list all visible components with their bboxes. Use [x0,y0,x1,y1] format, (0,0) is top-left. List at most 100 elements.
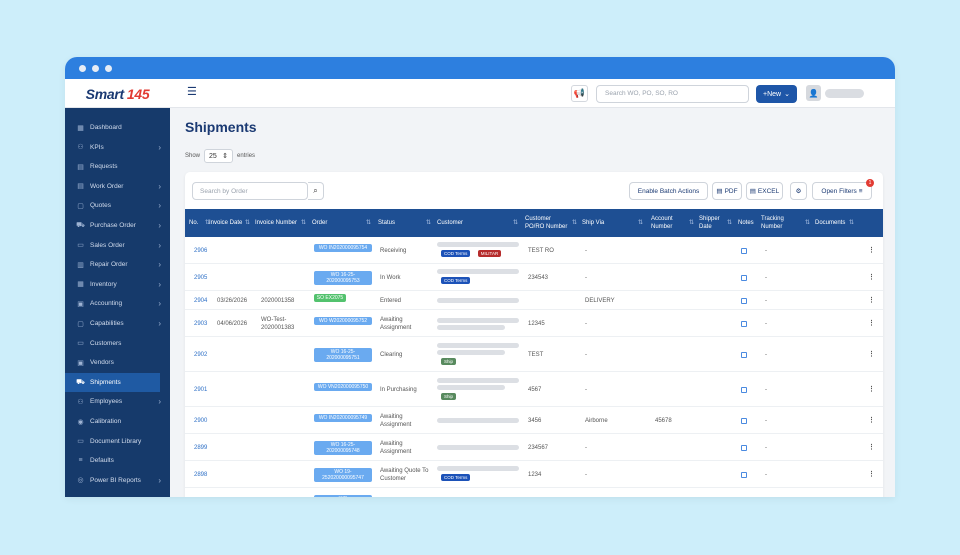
megaphone-icon[interactable]: 📢 [571,85,588,102]
row-actions-icon[interactable]: ⋮ [868,246,875,254]
window-dot-icon[interactable] [92,64,99,72]
order-badge[interactable]: WO VN202000095750 [314,382,372,391]
row-actions-icon[interactable]: ⋮ [868,319,875,327]
column-header[interactable]: Customer ⇅ [437,209,521,237]
table-row[interactable]: 2900 WO IN202000095749 Awaiting Assignment… [185,407,883,434]
order-badge[interactable]: WO IN202000095754 [314,243,372,252]
note-icon[interactable] [741,320,747,327]
sidebar-item-power-bi-reports[interactable]: ◎ Power BI Reports › [65,471,170,490]
settings-button[interactable]: ⚙ [790,182,807,200]
sidebar-item-inventory[interactable]: ▦ Inventory › [65,275,170,294]
entries-select[interactable]: 25 ⇕ [204,149,234,163]
sidebar-item-employees[interactable]: ⚇ Employees › [65,392,170,411]
column-header[interactable]: Order ⇅ [312,209,374,237]
column-header[interactable]: Notes [738,209,758,237]
search-icon[interactable]: ⌕ [308,182,324,200]
order-badge[interactable]: WO 16-25-202000095751 [314,347,372,362]
sidebar-item-repair-order[interactable]: ▥ Repair Order › [65,255,170,274]
shipment-number-link[interactable]: 2903 [194,320,208,327]
new-button[interactable]: +New ⌄ [756,85,797,103]
global-search-input[interactable]: Search WO, PO, SO, RO [596,85,749,103]
column-header[interactable]: Ship Via ⇅ [582,209,646,237]
table-row[interactable]: WOAwaiting [185,488,883,497]
open-filters-button[interactable]: Open Filters ≡ 1 [812,179,874,200]
row-actions-icon[interactable]: ⋮ [868,273,875,281]
sidebar-item-capabilities[interactable]: ▢ Capabilities › [65,314,170,333]
sort-icon[interactable]: ⇅ [726,220,732,226]
shipment-number-link[interactable]: 2902 [194,351,208,358]
avatar[interactable]: 👤 [806,85,821,101]
note-icon[interactable] [741,471,747,478]
window-dot-icon[interactable] [79,64,86,72]
table-row[interactable]: 2902 WO 16-25-202000095751 Clearing Ship TES… [185,337,883,372]
sort-icon[interactable]: ⇅ [688,220,694,226]
column-header[interactable]: Customer PO/RO Number ⇅ [525,209,580,237]
row-actions-icon[interactable]: ⋮ [868,470,875,478]
row-actions-icon[interactable]: ⋮ [868,443,875,451]
table-row[interactable]: 2904 03/26/2026 2020001358 SO EX2075 Entered… [185,291,883,310]
app-logo[interactable]: Smart 145 [65,79,170,108]
column-header[interactable]: Invoice Date ⇅ [209,209,253,237]
order-badge[interactable]: WO W202000095752 [314,316,372,325]
row-actions-icon[interactable]: ⋮ [868,385,875,393]
sidebar-item-customers[interactable]: ▭ Customers [65,334,170,353]
order-badge[interactable]: WO 16-25-202000095753 [314,270,372,285]
column-header[interactable]: Shipper Date ⇅ [699,209,735,237]
sidebar-item-document-library[interactable]: ▭ Document Library [65,432,170,451]
order-badge[interactable]: WO [314,494,372,497]
sidebar-item-accounting[interactable]: ▣ Accounting › [65,294,170,313]
sort-icon[interactable]: ⇅ [512,220,518,226]
sidebar-item-requests[interactable]: ▤ Requests [65,157,170,176]
note-icon[interactable] [741,444,747,451]
table-row[interactable]: 2899 WO 16-25-202000095748 Awaiting Assign… [185,434,883,461]
sidebar-item-quotes[interactable]: ▢ Quotes › [65,196,170,215]
window-dot-icon[interactable] [105,64,112,72]
sidebar-item-kpis[interactable]: ⚇ KPIs › [65,138,170,157]
row-actions-icon[interactable]: ⋮ [868,296,875,304]
shipment-number-link[interactable]: 2906 [194,247,208,254]
sort-icon[interactable]: ⇅ [365,220,371,226]
username-placeholder[interactable] [825,89,864,98]
pdf-button[interactable]: ▤ PDF [712,182,742,200]
hamburger-menu-icon[interactable]: ☰ [187,86,197,98]
sort-icon[interactable]: ⇅ [204,220,210,226]
shipment-number-link[interactable]: 2900 [194,417,208,424]
note-icon[interactable] [741,417,747,424]
order-badge[interactable]: SO EX2075 [314,293,346,302]
row-actions-icon[interactable]: ⋮ [868,416,875,424]
column-header[interactable]: Account Number ⇅ [651,209,697,237]
sort-icon[interactable]: ⇅ [804,220,810,226]
note-icon[interactable] [741,247,747,254]
table-row[interactable]: 2905 WO 16-25-202000095753 In Work COD Term… [185,264,883,291]
sidebar-item-vendors[interactable]: ▣ Vendors [65,353,170,372]
sidebar-item-shipments[interactable]: ⛟ Shipments [65,372,160,392]
sort-icon[interactable]: ⇅ [300,220,306,226]
table-row[interactable]: 2898 WO 19-252020000095747 Awaiting Quote … [185,461,883,488]
note-icon[interactable] [741,351,747,358]
sidebar-item-defaults[interactable]: ≡ Defaults [65,451,170,470]
order-badge[interactable]: WO 19-252020000095747 [314,467,372,482]
note-icon[interactable] [741,386,747,393]
excel-button[interactable]: ▤ EXCEL [746,182,783,200]
sidebar-item-dashboard[interactable]: ▦ Dashboard [65,118,170,137]
table-row[interactable]: 2906 WO IN202000095754 Receiving COD Terms M… [185,237,883,264]
column-header[interactable]: No. ⇅ [189,209,213,237]
sidebar-item-sales-order[interactable]: ▭ Sales Order › [65,236,170,255]
sidebar-item-work-order[interactable]: ▤ Work Order › [65,177,170,196]
order-badge[interactable]: WO 16-25-202000095748 [314,440,372,455]
column-header[interactable]: Documents ⇅ [815,209,857,237]
order-badge[interactable]: WO IN202000095749 [314,413,372,422]
column-header[interactable]: Status ⇅ [378,209,434,237]
sort-icon[interactable]: ⇅ [244,220,250,226]
enable-batch-actions-button[interactable]: Enable Batch Actions [629,182,708,200]
sort-icon[interactable]: ⇅ [848,220,854,226]
table-row[interactable]: 2901 WO VN202000095750 In Purchasing Ship 45… [185,372,883,407]
note-icon[interactable] [741,297,747,304]
shipment-number-link[interactable]: 2899 [194,444,208,451]
row-actions-icon[interactable]: ⋮ [868,350,875,358]
column-header[interactable]: Invoice Number ⇅ [255,209,309,237]
sidebar-item-purchase-order[interactable]: ⛟ Purchase Order › [65,216,170,235]
column-header[interactable]: Tracking Number ⇅ [761,209,813,237]
note-icon[interactable] [741,274,747,281]
order-search-input[interactable]: Search by Order [192,182,308,200]
